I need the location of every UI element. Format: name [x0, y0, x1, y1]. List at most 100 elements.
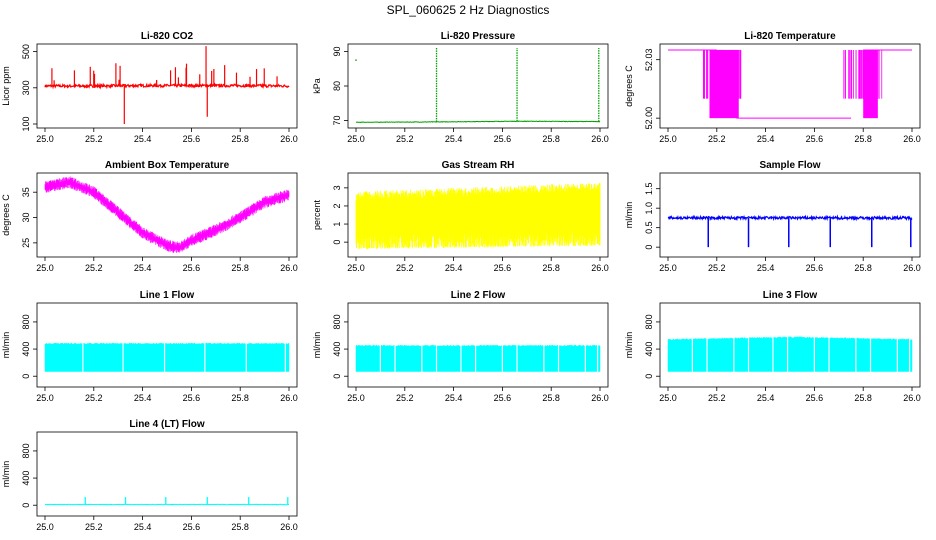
y-tick-label: 300	[21, 80, 31, 95]
plot-frame	[36, 431, 298, 517]
x-tick-label: 26.0	[903, 263, 921, 273]
x-tick-label: 25.0	[36, 522, 54, 532]
x-tick-label: 25.4	[134, 263, 152, 273]
series-line	[44, 82, 290, 90]
chart-panel: Li-820 Pressure kPa 25.0 25.2 25.4 25.6 25.8 26…	[312, 31, 609, 144]
x-tick-label: 25.6	[183, 134, 201, 144]
y-tick-label: 70	[332, 116, 342, 126]
chart-panel: Li-820 Temperature degrees C 25.0 25.2 25.4 2…	[624, 31, 921, 144]
series-co2	[44, 46, 290, 124]
series-line	[44, 503, 289, 506]
series-line-4	[44, 497, 289, 506]
y-tick-label: 0.5	[644, 221, 654, 234]
x-tick-label: 25.0	[659, 134, 677, 144]
band-area	[355, 344, 601, 372]
y-tick-label: 30	[21, 213, 31, 223]
chart-panel: Line 1 Flow ml/min 25.0 25.2 25.4 25.6 25.8 26.…	[1, 290, 298, 403]
y-tick-label: 800	[644, 314, 654, 329]
y-axis-label: ml/min	[624, 202, 634, 229]
chart-title: Li-820 CO2	[141, 31, 194, 42]
y-tick-label: 2	[332, 203, 342, 208]
x-tick-label: 25.6	[183, 393, 201, 403]
x-tick-label: 26.0	[280, 134, 298, 144]
chart-panel: Line 4 (LT) Flow ml/min 25.0 25.2 25.4 25.6 25…	[1, 419, 298, 532]
x-tick-label: 25.8	[854, 263, 872, 273]
x-tick-label: 25.0	[347, 134, 365, 144]
x-tick-label: 25.6	[494, 134, 512, 144]
plot-frame	[36, 302, 298, 388]
x-tick-label: 25.8	[542, 134, 560, 144]
y-tick-label: 100	[21, 116, 31, 131]
y-tick-label: 400	[644, 342, 654, 357]
x-tick-label: 25.0	[36, 263, 54, 273]
x-tick-label: 25.4	[445, 393, 463, 403]
x-tick-label: 25.4	[757, 263, 775, 273]
x-tick-label: 25.2	[708, 393, 726, 403]
x-tick-label: 26.0	[903, 393, 921, 403]
x-tick-label: 25.6	[183, 522, 201, 532]
plot-frame	[659, 172, 921, 258]
chart-panel: Ambient Box Temperature degrees C 25.0 25.2…	[1, 160, 298, 273]
plot-frame	[659, 302, 921, 388]
x-tick-label: 25.2	[396, 134, 414, 144]
band-area	[667, 336, 913, 372]
series-box-temp	[44, 176, 290, 253]
chart-title: Line 4 (LT) Flow	[129, 419, 205, 430]
series-sample-flow	[667, 214, 913, 248]
plot-frame	[347, 302, 609, 388]
x-tick-label: 25.6	[806, 393, 824, 403]
x-tick-label: 25.4	[757, 134, 775, 144]
x-tick-label: 25.8	[231, 263, 249, 273]
y-axis-label: Licor ppm	[1, 66, 11, 106]
x-tick-label: 25.4	[134, 134, 152, 144]
y-tick-label: 0	[332, 240, 342, 245]
panels-group: Li-820 CO2 Licor ppm 25.0 25.2 25.4 25.6 25.8 2…	[1, 31, 921, 532]
x-tick-label: 25.8	[854, 134, 872, 144]
series-rh	[355, 182, 601, 250]
series-line-3	[667, 336, 913, 372]
x-tick-label: 26.0	[280, 263, 298, 273]
y-axis-label: ml/min	[624, 332, 634, 359]
chart-title: Sample Flow	[759, 160, 820, 171]
chart-panel: Line 2 Flow ml/min 25.0 25.2 25.4 25.6 25.8 26.…	[312, 290, 609, 403]
plot-frame	[347, 172, 609, 258]
y-axis-label: kPa	[312, 78, 322, 94]
y-tick-label: 800	[21, 443, 31, 458]
x-tick-label: 25.8	[231, 134, 249, 144]
x-tick-label: 25.2	[85, 263, 103, 273]
y-tick-label: 0	[644, 374, 654, 379]
x-tick-label: 25.0	[36, 134, 54, 144]
x-tick-label: 25.8	[231, 522, 249, 532]
plot-frame	[659, 43, 921, 129]
x-tick-label: 25.4	[757, 393, 775, 403]
x-tick-label: 25.0	[347, 263, 365, 273]
x-tick-label: 25.2	[708, 263, 726, 273]
plot-frame	[36, 172, 298, 258]
series-temperature	[668, 49, 912, 119]
chart-title: Line 3 Flow	[763, 290, 818, 301]
x-tick-label: 26.0	[591, 134, 609, 144]
x-tick-label: 26.0	[591, 263, 609, 273]
plot-frame	[36, 43, 298, 129]
x-tick-label: 25.2	[708, 134, 726, 144]
y-tick-label: 52.03	[644, 48, 654, 71]
y-tick-label: 0	[21, 374, 31, 379]
y-tick-label: 800	[332, 314, 342, 329]
x-tick-label: 25.4	[445, 134, 463, 144]
x-tick-label: 25.4	[134, 522, 152, 532]
y-tick-label: 400	[21, 471, 31, 486]
y-tick-label: 1.0	[644, 202, 654, 215]
y-axis-label: ml/min	[1, 332, 11, 359]
x-tick-label: 25.8	[542, 263, 560, 273]
y-tick-label: 3	[332, 185, 342, 190]
x-tick-label: 25.4	[134, 393, 152, 403]
y-axis-label: ml/min	[312, 332, 322, 359]
chart-panel: Gas Stream RH percent 25.0 25.2 25.4 25.6 25.8…	[312, 160, 609, 273]
y-axis-label: percent	[312, 199, 322, 230]
x-tick-label: 25.6	[494, 263, 512, 273]
x-tick-label: 25.6	[494, 393, 512, 403]
y-tick-label: 35	[21, 187, 31, 197]
band-area	[44, 342, 290, 372]
chart-title: Line 2 Flow	[451, 290, 506, 301]
y-tick-label: 1	[332, 222, 342, 227]
